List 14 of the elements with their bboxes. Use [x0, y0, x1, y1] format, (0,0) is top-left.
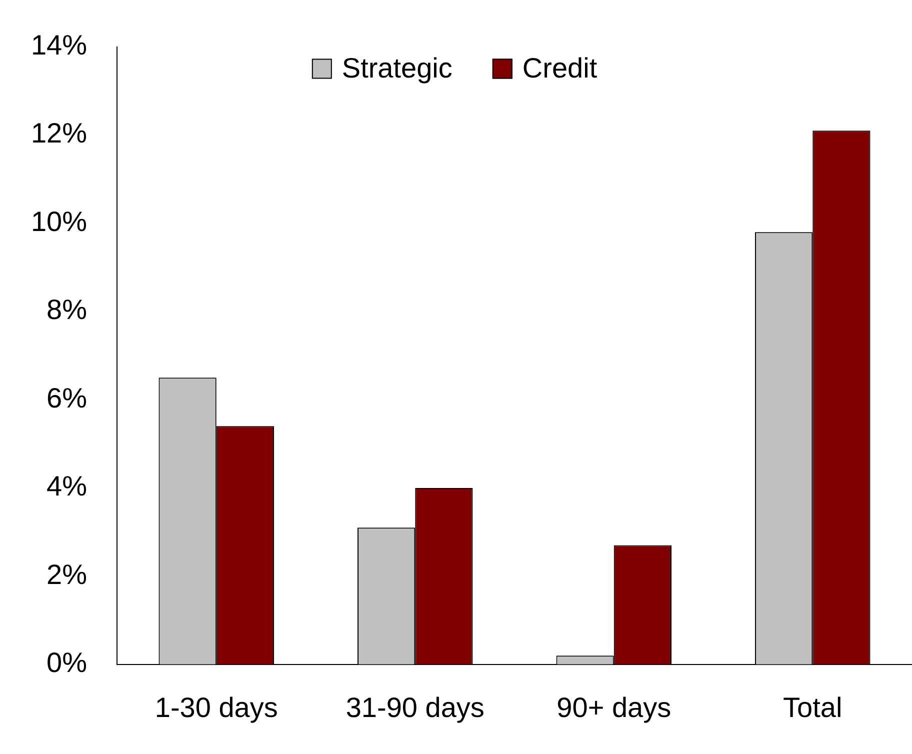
y-tick-label: 6%: [46, 382, 87, 414]
x-tick-label: 90+ days: [556, 692, 672, 723]
legend-label: Credit: [522, 52, 598, 84]
y-tick-label: 8%: [46, 294, 87, 326]
x-tick-label: Total: [783, 692, 842, 723]
x-tick-label: 1-30 days: [154, 692, 278, 723]
x-tick-label: 31-90 days: [346, 692, 484, 723]
y-tick-label: 12%: [30, 118, 87, 149]
y-tick-label: 14%: [30, 30, 87, 61]
y-tick-label: 10%: [30, 206, 87, 237]
y-tick-label: 0%: [46, 647, 87, 678]
legend-label: Strategic: [342, 52, 452, 84]
y-tick-label: 2%: [46, 558, 87, 590]
y-tick-label: 4%: [46, 470, 87, 502]
